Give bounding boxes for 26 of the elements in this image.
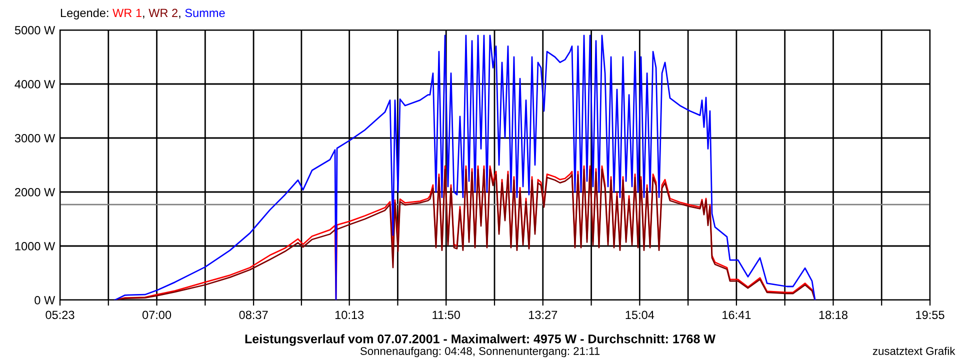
text: zusatztext Grafik xyxy=(872,346,956,355)
y-tick-label: 2000 W xyxy=(15,188,56,196)
text: Leistungsverlauf vom 07.07.2001 - Maximalwert: 4975 W - Durchschnitt: 1768 W xyxy=(245,334,716,346)
line-series xyxy=(114,34,816,300)
y-tick-label: 4000 W xyxy=(14,80,56,88)
x-tick-label: 19:55 xyxy=(916,310,944,320)
text: , xyxy=(179,16,180,19)
text: WR 1 xyxy=(112,8,142,17)
x-tick-label: 05:23 xyxy=(46,310,74,320)
text: , xyxy=(143,16,144,19)
y-tick-label: 0 W xyxy=(34,296,56,304)
y-tick-label: 5000 W xyxy=(14,26,56,34)
x-tick-label: 15:04 xyxy=(626,310,654,320)
x-tick-label: 08:37 xyxy=(239,310,268,320)
x-tick-label: 16:41 xyxy=(722,310,751,320)
legend-title: Legende: xyxy=(60,8,108,20)
y-tick-label: 1000 W xyxy=(15,242,56,250)
x-tick-label: 11:50 xyxy=(432,310,460,320)
text: Sonnenaufgang: 04:48, Sonnenuntergang: 21:11 xyxy=(360,346,600,358)
x-tick-label: 18:18 xyxy=(819,310,848,320)
x-tick-label: 13:27 xyxy=(529,310,558,320)
y-tick-label: 3000 W xyxy=(14,134,56,142)
x-tick-label: 10:13 xyxy=(335,310,364,320)
text: WR 2 xyxy=(148,8,178,17)
text: Summe xyxy=(185,8,225,18)
x-tick-label: 07:00 xyxy=(142,310,172,320)
